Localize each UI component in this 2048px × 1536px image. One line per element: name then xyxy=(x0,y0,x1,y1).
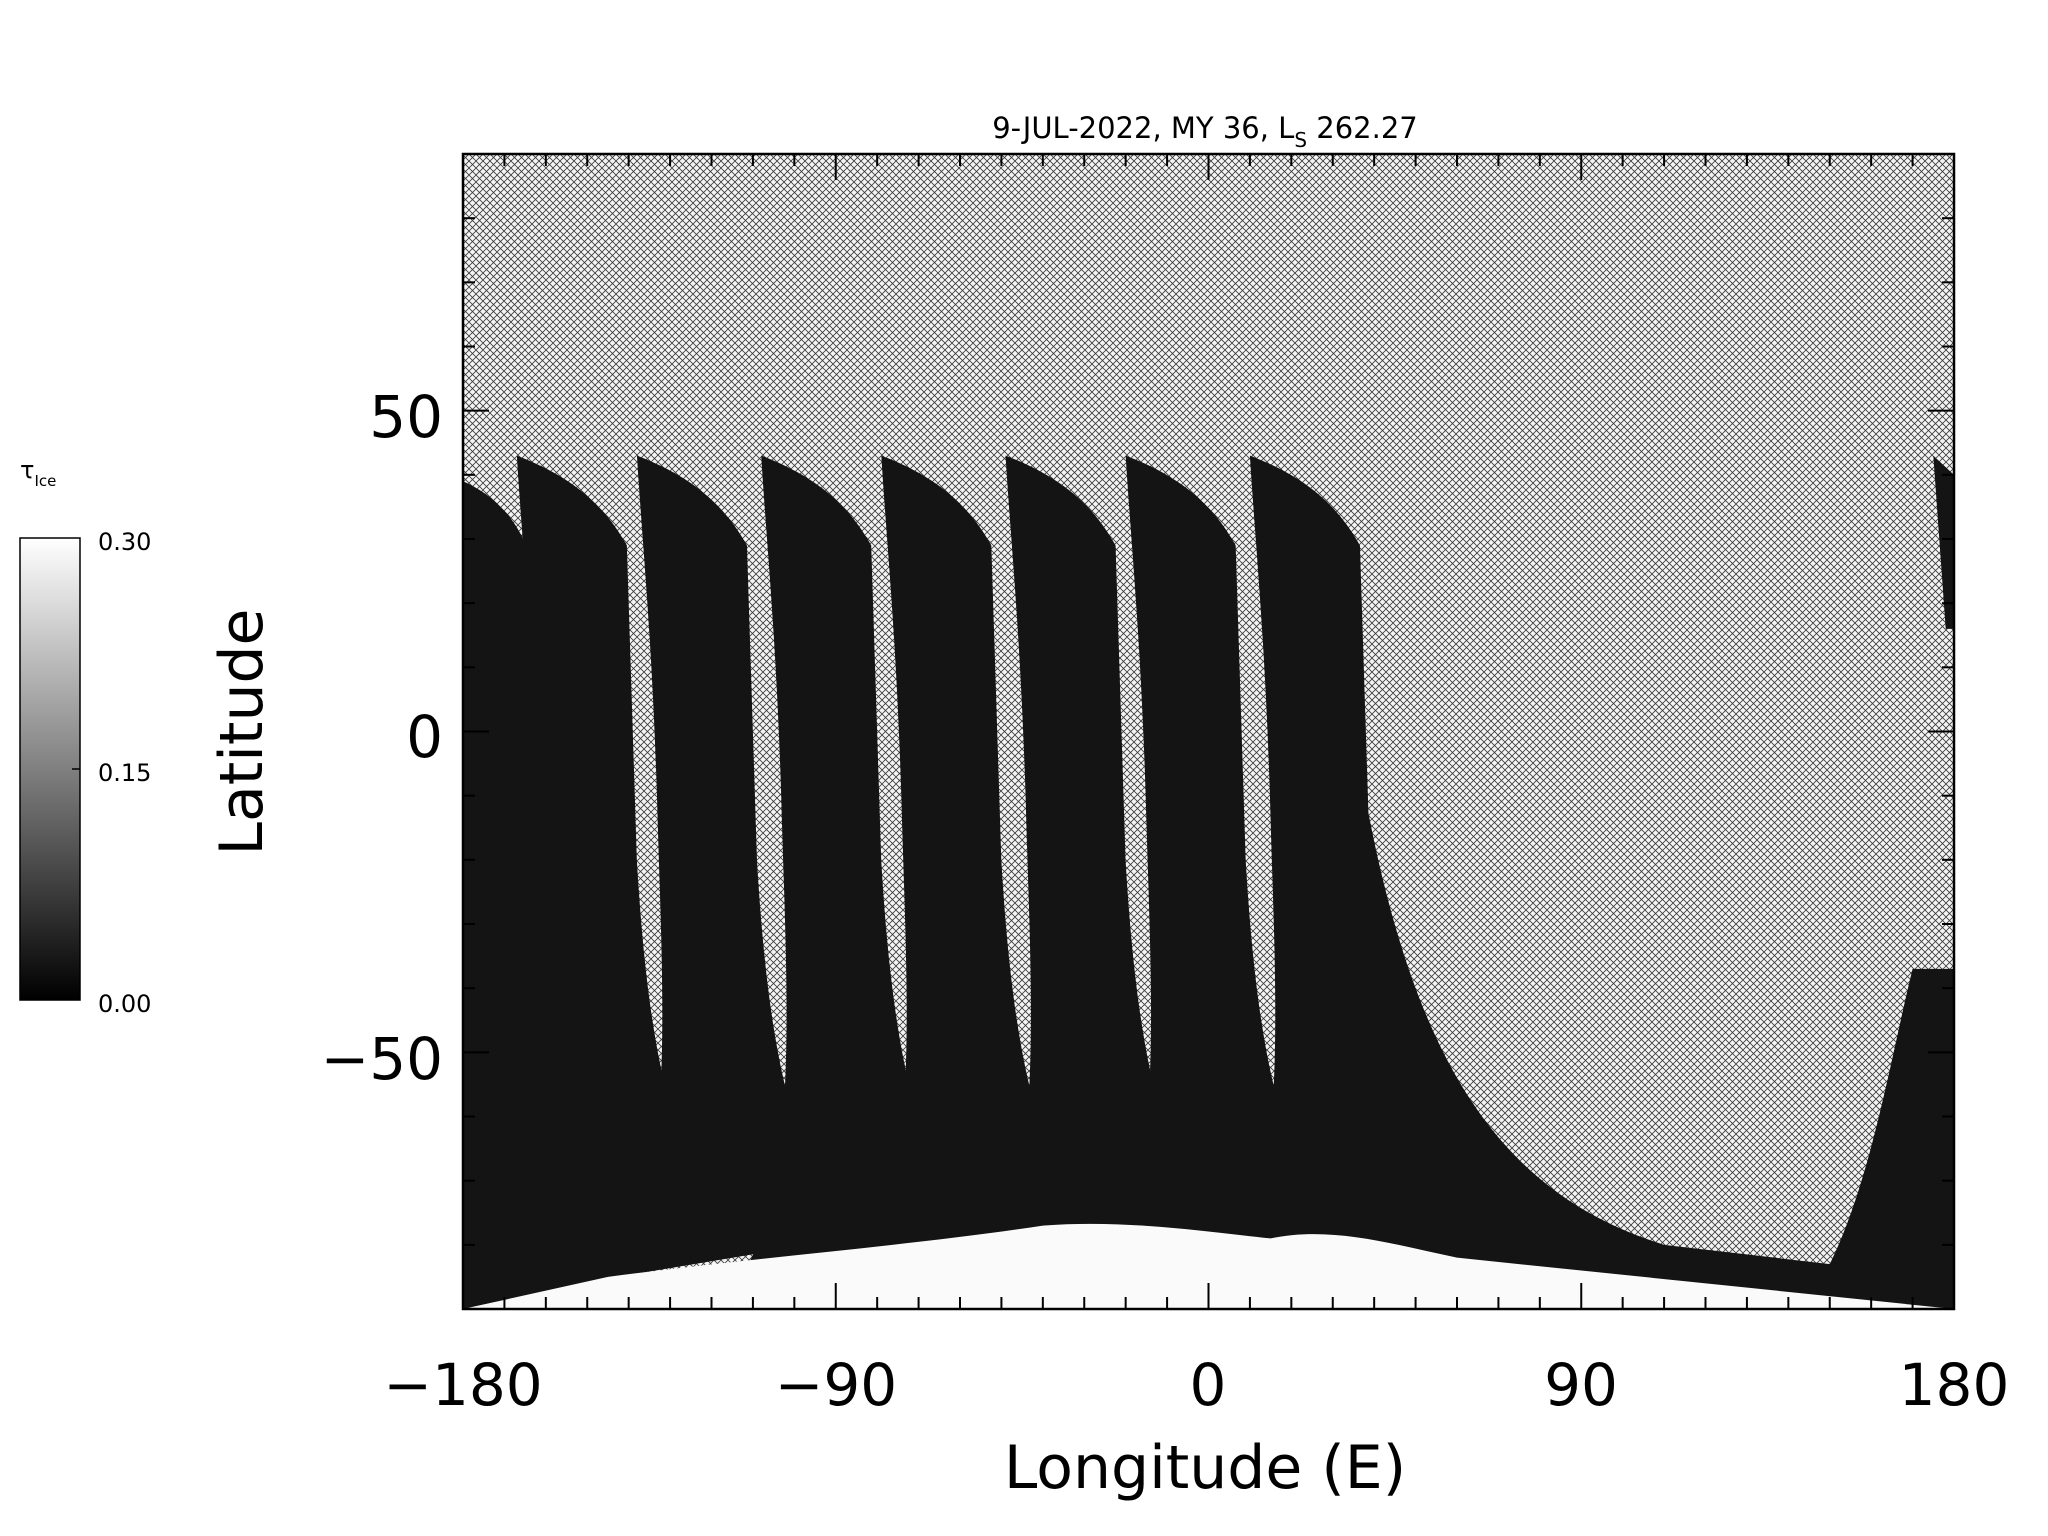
x-axis-ticks xyxy=(462,154,1955,1309)
colorbar-title: τIce xyxy=(20,456,56,490)
map-plot-area xyxy=(463,154,1954,1309)
y-tick-label: 50 xyxy=(369,383,443,451)
x-tick-label: 90 xyxy=(1544,1351,1618,1419)
orbit-swath xyxy=(1933,455,1954,629)
x-tick-label: 180 xyxy=(1899,1351,2010,1419)
x-tick-label: 0 xyxy=(1190,1351,1227,1419)
colorbar: τIce 0.30 0.15 0.00 xyxy=(19,456,151,1018)
colorbar-gradient xyxy=(19,537,81,1001)
x-axis-label: Longitude (E) xyxy=(1004,1433,1406,1503)
x-tick-label: −90 xyxy=(775,1351,897,1419)
y-axis-label: Latitude xyxy=(207,609,277,856)
orbit-swath xyxy=(463,481,703,1309)
orbit-swath xyxy=(1105,455,1376,1277)
orbit-swaths xyxy=(463,455,1954,1309)
colorbar-tick-label: 0.15 xyxy=(98,759,151,787)
y-tick-label: −50 xyxy=(321,1025,443,1093)
y-tick-label: 0 xyxy=(406,703,443,771)
orbit-swath xyxy=(1291,551,1954,1309)
y-axis-ticks xyxy=(463,153,1954,1310)
x-tick-label: −180 xyxy=(383,1351,542,1419)
orbit-swath xyxy=(861,455,1132,1277)
colorbar-tick-label: 0.30 xyxy=(98,528,151,556)
orbit-swath xyxy=(616,455,887,1277)
orbit-swath xyxy=(741,455,1012,1277)
orbit-swath xyxy=(985,455,1256,1277)
chart-title: 9-JUL-2022, MY 36, LS 262.27 xyxy=(992,111,1418,152)
colorbar-tick-label: 0.00 xyxy=(98,990,151,1018)
